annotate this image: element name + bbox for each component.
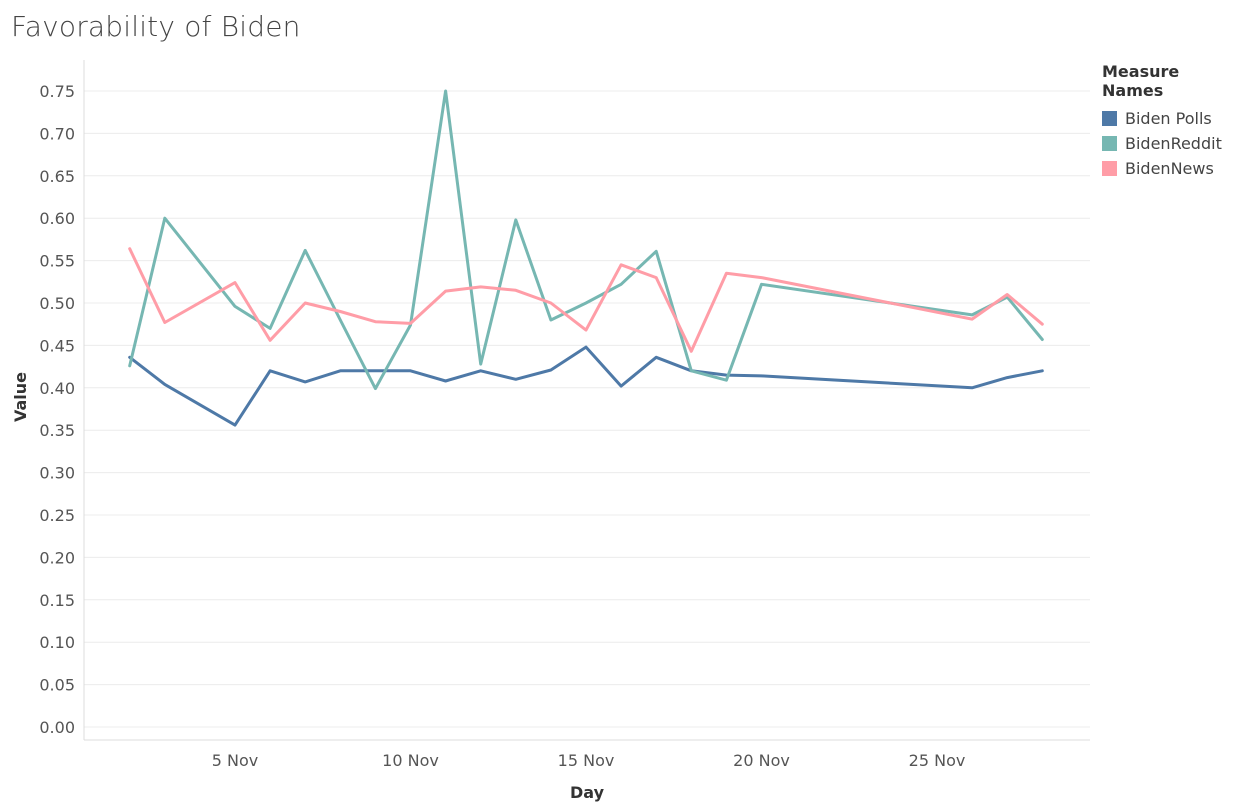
- chart-title: Favorability of Biden: [11, 10, 301, 43]
- y-tick-label: 0.15: [39, 591, 75, 610]
- y-tick-label: 0.30: [39, 464, 75, 483]
- y-axis-ticks: 0.00 0.05 0.10 0.15 0.20 0.25 0.30 0.35 0.40 0.45…: [39, 82, 75, 737]
- x-tick-label: 5 Nov: [212, 751, 259, 770]
- series-line-bidennews: [128, 247, 1044, 353]
- legend-label: Biden Polls: [1125, 109, 1212, 128]
- legend-swatch: [1102, 111, 1117, 126]
- legend: Measure Names Biden Polls BidenReddit Bide…: [1102, 62, 1242, 181]
- series-line-biden-polls: [128, 345, 1044, 427]
- y-tick-label: 0.20: [39, 548, 75, 567]
- legend-items: Biden Polls BidenReddit BidenNews: [1102, 106, 1242, 181]
- legend-item[interactable]: BidenNews: [1102, 156, 1242, 181]
- series-line-bidenreddit: [128, 89, 1044, 391]
- legend-label: BidenNews: [1125, 159, 1214, 178]
- x-axis-label: Day: [570, 783, 605, 802]
- x-tick-label: 25 Nov: [909, 751, 966, 770]
- y-tick-label: 0.60: [39, 209, 75, 228]
- gridlines: [84, 90, 1090, 728]
- x-tick-label: 10 Nov: [382, 751, 439, 770]
- x-tick-label: 20 Nov: [733, 751, 790, 770]
- legend-item[interactable]: BidenReddit: [1102, 131, 1242, 156]
- legend-swatch: [1102, 161, 1117, 176]
- x-axis-ticks: 5 Nov 10 Nov 15 Nov 20 Nov 25 Nov: [212, 751, 966, 770]
- series-lines: [128, 89, 1044, 427]
- y-tick-label: 0.40: [39, 379, 75, 398]
- y-tick-label: 0.35: [39, 421, 75, 440]
- y-tick-label: 0.70: [39, 124, 75, 143]
- legend-title: Measure Names: [1102, 62, 1180, 100]
- y-tick-label: 0.25: [39, 506, 75, 525]
- y-tick-label: 0.50: [39, 294, 75, 313]
- y-axis-label: Value: [11, 372, 30, 422]
- legend-label: BidenReddit: [1125, 134, 1222, 153]
- y-tick-label: 0.00: [39, 718, 75, 737]
- axes: [83, 60, 1090, 741]
- x-tick-label: 15 Nov: [558, 751, 615, 770]
- legend-swatch: [1102, 136, 1117, 151]
- y-tick-label: 0.05: [39, 676, 75, 695]
- legend-item[interactable]: Biden Polls: [1102, 106, 1242, 131]
- y-tick-label: 0.65: [39, 167, 75, 186]
- y-tick-label: 0.45: [39, 336, 75, 355]
- y-tick-label: 0.10: [39, 633, 75, 652]
- y-tick-label: 0.75: [39, 82, 75, 101]
- y-tick-label: 0.55: [39, 252, 75, 271]
